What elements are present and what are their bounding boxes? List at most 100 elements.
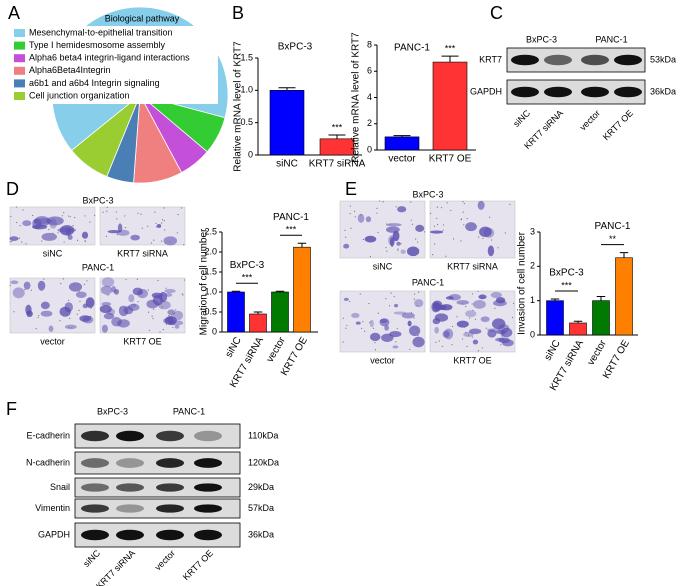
bar (319, 138, 355, 156)
pore (147, 289, 149, 291)
pore (78, 309, 80, 312)
pore (509, 203, 511, 205)
cell (393, 311, 407, 315)
pore (9, 284, 11, 286)
cell (444, 328, 454, 340)
cell (22, 220, 32, 227)
pore (141, 227, 143, 229)
pore (438, 316, 440, 319)
cell (164, 288, 176, 294)
x-tick-label: vector (388, 154, 416, 165)
pore (439, 314, 442, 317)
size-label: 29kDa (248, 482, 274, 492)
pore (137, 301, 139, 303)
micrograph (339, 290, 426, 353)
pore (163, 207, 165, 209)
pore (84, 215, 86, 217)
pore (386, 250, 388, 252)
band (581, 86, 609, 98)
cell (111, 316, 122, 327)
pore (160, 240, 163, 242)
pore (369, 255, 372, 258)
error-bar (328, 134, 346, 139)
chart-title: PANC-1 (394, 43, 430, 54)
band (614, 86, 642, 98)
cell (132, 287, 143, 296)
pore (147, 311, 150, 313)
pore (466, 345, 468, 348)
pore (462, 211, 464, 213)
micrograph (9, 277, 96, 334)
y-tick-label: 3 (530, 226, 535, 236)
pore (67, 215, 70, 217)
pore (417, 335, 419, 337)
pore (69, 317, 71, 319)
cell (365, 216, 372, 223)
cell (103, 312, 115, 320)
band (194, 483, 222, 492)
cell (432, 302, 442, 312)
band (81, 483, 109, 492)
pore (393, 295, 395, 298)
pore (463, 224, 465, 226)
cell (151, 292, 163, 299)
bar (227, 291, 245, 333)
legend-entry: Cell junction organization (29, 90, 130, 100)
cell (99, 305, 112, 314)
pore (87, 304, 89, 307)
pore (28, 309, 30, 311)
x-tick-label: siNC (276, 159, 298, 170)
y-tick-label: 0 (367, 144, 372, 154)
cell (34, 216, 51, 227)
pore (25, 243, 27, 245)
pore (362, 238, 364, 241)
pore (369, 321, 371, 324)
pore (477, 236, 480, 238)
pore (37, 316, 39, 318)
pore (9, 241, 11, 243)
y-tick-label: 1.5 (240, 52, 253, 62)
y-tick-label: 1.0 (240, 85, 253, 95)
pore (160, 307, 163, 309)
pore (474, 318, 477, 320)
band (581, 54, 609, 66)
pore (124, 226, 127, 229)
pore (354, 216, 356, 218)
pore (436, 217, 438, 219)
legend-swatch (14, 41, 25, 50)
cell (32, 224, 48, 230)
pore (382, 201, 384, 203)
pore (147, 225, 149, 227)
micrograph-field (9, 277, 96, 334)
y-tick-label: 1 (530, 295, 535, 305)
cell (123, 306, 134, 315)
pore (418, 291, 420, 293)
cell (456, 320, 469, 328)
cell (407, 320, 412, 327)
cell (165, 292, 173, 297)
cell (392, 230, 400, 242)
bar (592, 300, 610, 336)
row-label: Vimentin (35, 503, 70, 513)
pore (89, 315, 92, 318)
pore (472, 309, 474, 312)
pore (73, 284, 75, 286)
pore (446, 202, 448, 204)
cell (394, 303, 399, 308)
pore (342, 341, 344, 343)
pore (377, 231, 379, 234)
band (194, 504, 222, 513)
micrograph (429, 290, 516, 353)
pore (450, 209, 452, 212)
pore (435, 341, 437, 343)
group-label: PANC-1 (273, 212, 309, 223)
band (81, 430, 109, 442)
pore (385, 223, 388, 225)
pore (344, 229, 346, 232)
pore (397, 249, 399, 251)
pore (345, 327, 347, 329)
micrograph (339, 200, 426, 259)
pore (477, 290, 479, 292)
cell (409, 325, 421, 337)
pore (452, 238, 455, 240)
